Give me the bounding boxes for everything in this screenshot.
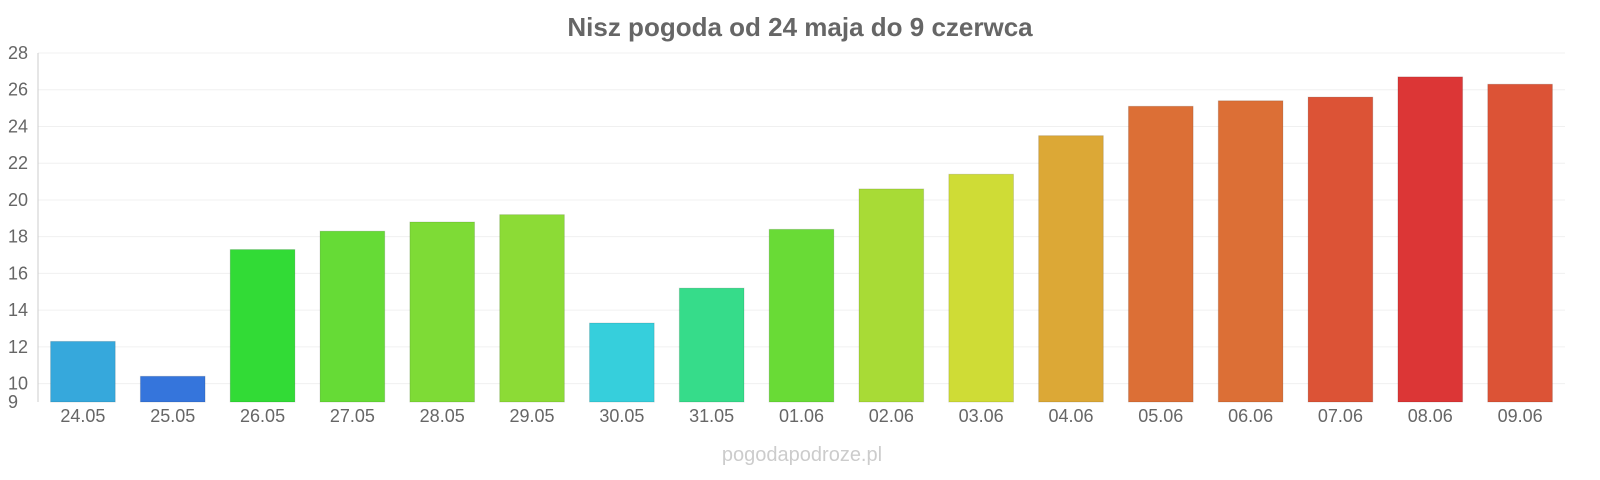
y-tick-label: 14 [8,300,28,320]
y-tick-labels: 910 12 14 16 18 20 22 24 26 28 [8,43,28,412]
y-tick-label: 22 [8,153,28,173]
bar [1217,100,1284,403]
y-tick-label: 24 [8,116,28,136]
bar [1397,76,1464,403]
bar [1487,83,1553,403]
bar [229,249,296,403]
x-tick-label: 08.06 [1408,406,1453,426]
bar [768,228,835,403]
y-tick-label: 20 [8,190,28,210]
bar [139,375,206,403]
x-tick-label: 30.05 [599,406,644,426]
x-tick-labels: 24.05 25.05 26.05 27.05 28.05 29.05 30.05 31.05… [60,406,1542,426]
x-tick-label: 09.06 [1498,406,1543,426]
x-tick-label: 05.06 [1138,406,1183,426]
bar [589,322,655,403]
y-tick-label: 10 [8,374,28,394]
y-tick-label: 26 [8,80,28,100]
x-tick-label: 04.06 [1048,406,1093,426]
bar [1307,96,1374,403]
y-tick-label: 18 [8,227,28,247]
bar [499,214,565,403]
y-tick-label: 9 [8,392,18,412]
bar [858,188,925,403]
x-tick-label: 01.06 [779,406,824,426]
y-tick-label: 16 [8,263,28,283]
bar [409,221,476,403]
bar [678,287,745,403]
y-tick-label: 12 [8,337,28,357]
watermark: pogodapodroze.pl [722,444,882,466]
x-tick-label: 27.05 [330,406,375,426]
x-tick-label: 26.05 [240,406,285,426]
bar [1127,105,1194,403]
bar [319,230,386,403]
x-tick-label: 31.05 [689,406,734,426]
chart-title: Nisz pogoda od 24 maja do 9 czerwca [567,12,1033,42]
x-tick-label: 02.06 [869,406,914,426]
x-tick-label: 03.06 [959,406,1004,426]
x-tick-label: 29.05 [510,406,555,426]
bar [1038,135,1104,403]
x-tick-label: 28.05 [420,406,465,426]
x-tick-label: 24.05 [60,406,105,426]
x-tick-label: 25.05 [150,406,195,426]
bars [50,76,1553,403]
bar [948,173,1014,403]
y-tick-label: 28 [8,43,28,63]
x-tick-label: 06.06 [1228,406,1273,426]
bar [50,340,116,403]
x-tick-label: 07.06 [1318,406,1363,426]
